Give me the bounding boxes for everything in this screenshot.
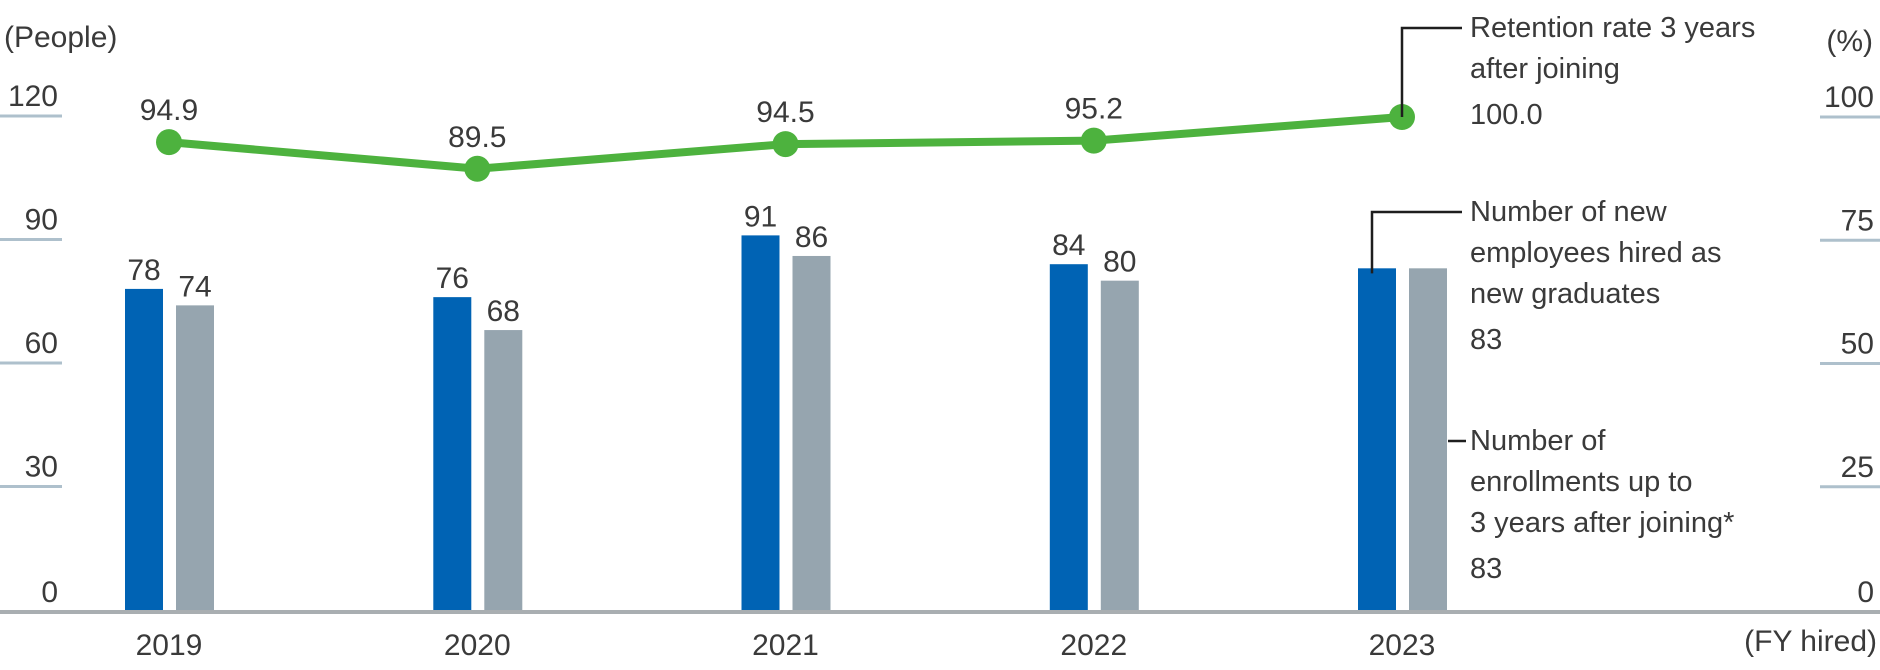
line-point-2020 <box>464 155 491 182</box>
legend-retention-value: 100.0 <box>1470 99 1543 131</box>
left-tick-label-60: 60 <box>25 327 58 360</box>
legend-retention-line2: after joining <box>1470 53 1620 85</box>
bar-label-enrollments-2020: 68 <box>487 295 520 328</box>
x-label-2022: 2022 <box>1060 629 1127 662</box>
bar-enrollments-2023 <box>1409 268 1447 610</box>
line-point-2021 <box>772 131 799 158</box>
legend-enrollments-value: 83 <box>1470 553 1503 585</box>
legend-enrollments-line3: 3 years after joining* <box>1470 507 1735 539</box>
right-axis-unit-label: (%) <box>1826 25 1873 58</box>
legend-enrollments: Number of enrollments up to 3 years afte… <box>1470 421 1870 590</box>
bar-label-new-graduates-2020: 76 <box>436 262 469 295</box>
callout-line-retention <box>1400 26 1462 117</box>
line-label-2022: 95.2 <box>1065 93 1123 126</box>
bar-label-enrollments-2021: 86 <box>795 221 828 254</box>
right-tick-label-75: 75 <box>1841 204 1874 237</box>
bar-new-graduates-2022 <box>1049 264 1088 610</box>
legend-enrollments-line2: enrollments up to <box>1470 466 1693 498</box>
right-tick-label-25: 25 <box>1841 451 1874 484</box>
legend-new-graduates: Number of new employees hired as new gra… <box>1470 192 1870 361</box>
left-tick-label-30: 30 <box>25 451 58 484</box>
legend-new-graduates-line3: new graduates <box>1470 278 1661 310</box>
left-axis-unit-label: (People) <box>4 21 118 54</box>
bar-new-graduates-2023 <box>1358 268 1396 610</box>
bar-label-new-graduates-2021: 91 <box>744 200 777 233</box>
right-tick-label-100: 100 <box>1824 81 1874 114</box>
x-axis-line <box>0 610 1880 614</box>
bar-enrollments-2021 <box>792 255 831 610</box>
line-label-2021: 94.5 <box>756 96 814 129</box>
bar-enrollments-2020 <box>484 330 523 610</box>
bar-label-new-graduates-2019: 78 <box>127 254 160 287</box>
bar-label-new-graduates-2022: 84 <box>1052 229 1085 262</box>
right-tick-label-0: 0 <box>1857 576 1874 609</box>
line-label-2020: 89.5 <box>448 121 506 154</box>
left-tick-label-0: 0 <box>41 576 58 609</box>
line-point-2019 <box>156 129 182 156</box>
legend-new-graduates-line1: Number of new <box>1470 196 1667 228</box>
x-label-2023: 2023 <box>1369 629 1436 662</box>
bar-label-enrollments-2019: 74 <box>178 270 211 303</box>
callout-line-new-graduates <box>1370 210 1462 274</box>
bar-new-graduates-2020 <box>433 297 472 610</box>
left-tick-label-90: 90 <box>25 204 58 237</box>
x-axis-unit-label: (FY hired) <box>1744 625 1877 658</box>
x-label-2021: 2021 <box>752 629 819 662</box>
bar-label-enrollments-2022: 80 <box>1103 246 1136 279</box>
x-label-2020: 2020 <box>444 629 511 662</box>
bar-new-graduates-2021 <box>741 235 780 610</box>
legend-retention: Retention rate 3 years after joining 100… <box>1470 8 1870 136</box>
legend-new-graduates-line2: employees hired as <box>1470 237 1722 269</box>
legend-new-graduates-value: 83 <box>1470 324 1503 356</box>
left-tick-label-120: 120 <box>8 80 58 113</box>
right-tick-label-50: 50 <box>1841 328 1874 361</box>
bar-enrollments-2022 <box>1100 280 1139 610</box>
legend-retention-line1: Retention rate 3 years <box>1470 12 1756 44</box>
legend-enrollments-line1: Number of <box>1470 425 1606 457</box>
line-label-2019: 94.9 <box>140 94 198 127</box>
x-label-2019: 2019 <box>136 629 203 662</box>
bar-enrollments-2019 <box>176 305 214 610</box>
line-point-2022 <box>1080 127 1107 154</box>
bar-new-graduates-2019 <box>125 288 163 610</box>
